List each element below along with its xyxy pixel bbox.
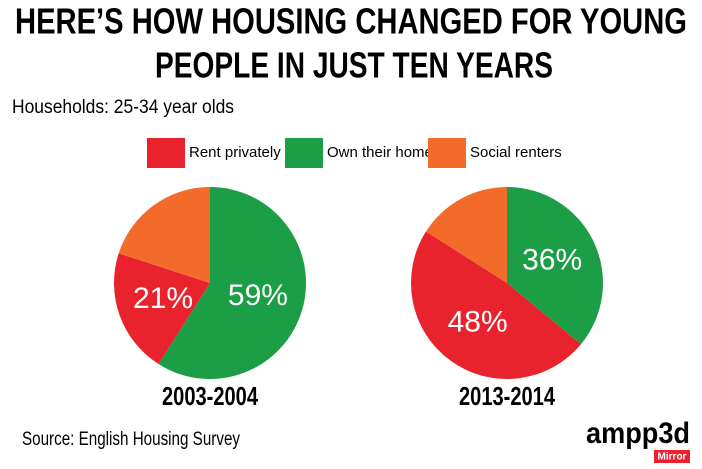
pie-slice <box>425 187 507 283</box>
data-label: 36% <box>522 244 582 277</box>
partner: Mirror <box>658 452 687 463</box>
pie-slice <box>410 231 581 380</box>
pie-slice <box>158 187 307 379</box>
subtitle: Households: 25-34 year olds <box>12 97 234 118</box>
logo: ampp3d <box>586 417 690 450</box>
chart-title: PEOPLE IN JUST TEN YEARS <box>155 45 553 86</box>
pie-slice <box>118 187 210 283</box>
data-label: 59% <box>228 279 288 312</box>
legend-label: Own their home <box>327 144 433 161</box>
legend-label: Rent privately <box>189 144 281 161</box>
pie-slice <box>114 253 210 365</box>
legend-label: Social renters <box>470 144 562 161</box>
pie-caption: 2013-2014 <box>459 381 555 411</box>
legend-swatch <box>147 138 185 168</box>
data-label: 21% <box>133 282 193 315</box>
data-label: 48% <box>448 305 508 338</box>
legend-swatch <box>285 138 323 168</box>
chart-title: HERE’S HOW HOUSING CHANGED FOR YOUNG <box>15 1 687 42</box>
legend-swatch <box>428 138 466 168</box>
pie-caption: 2003-2004 <box>162 381 258 411</box>
partner-badge <box>654 450 690 463</box>
source: Source: English Housing Survey <box>22 429 240 450</box>
pie-slice <box>507 187 603 345</box>
